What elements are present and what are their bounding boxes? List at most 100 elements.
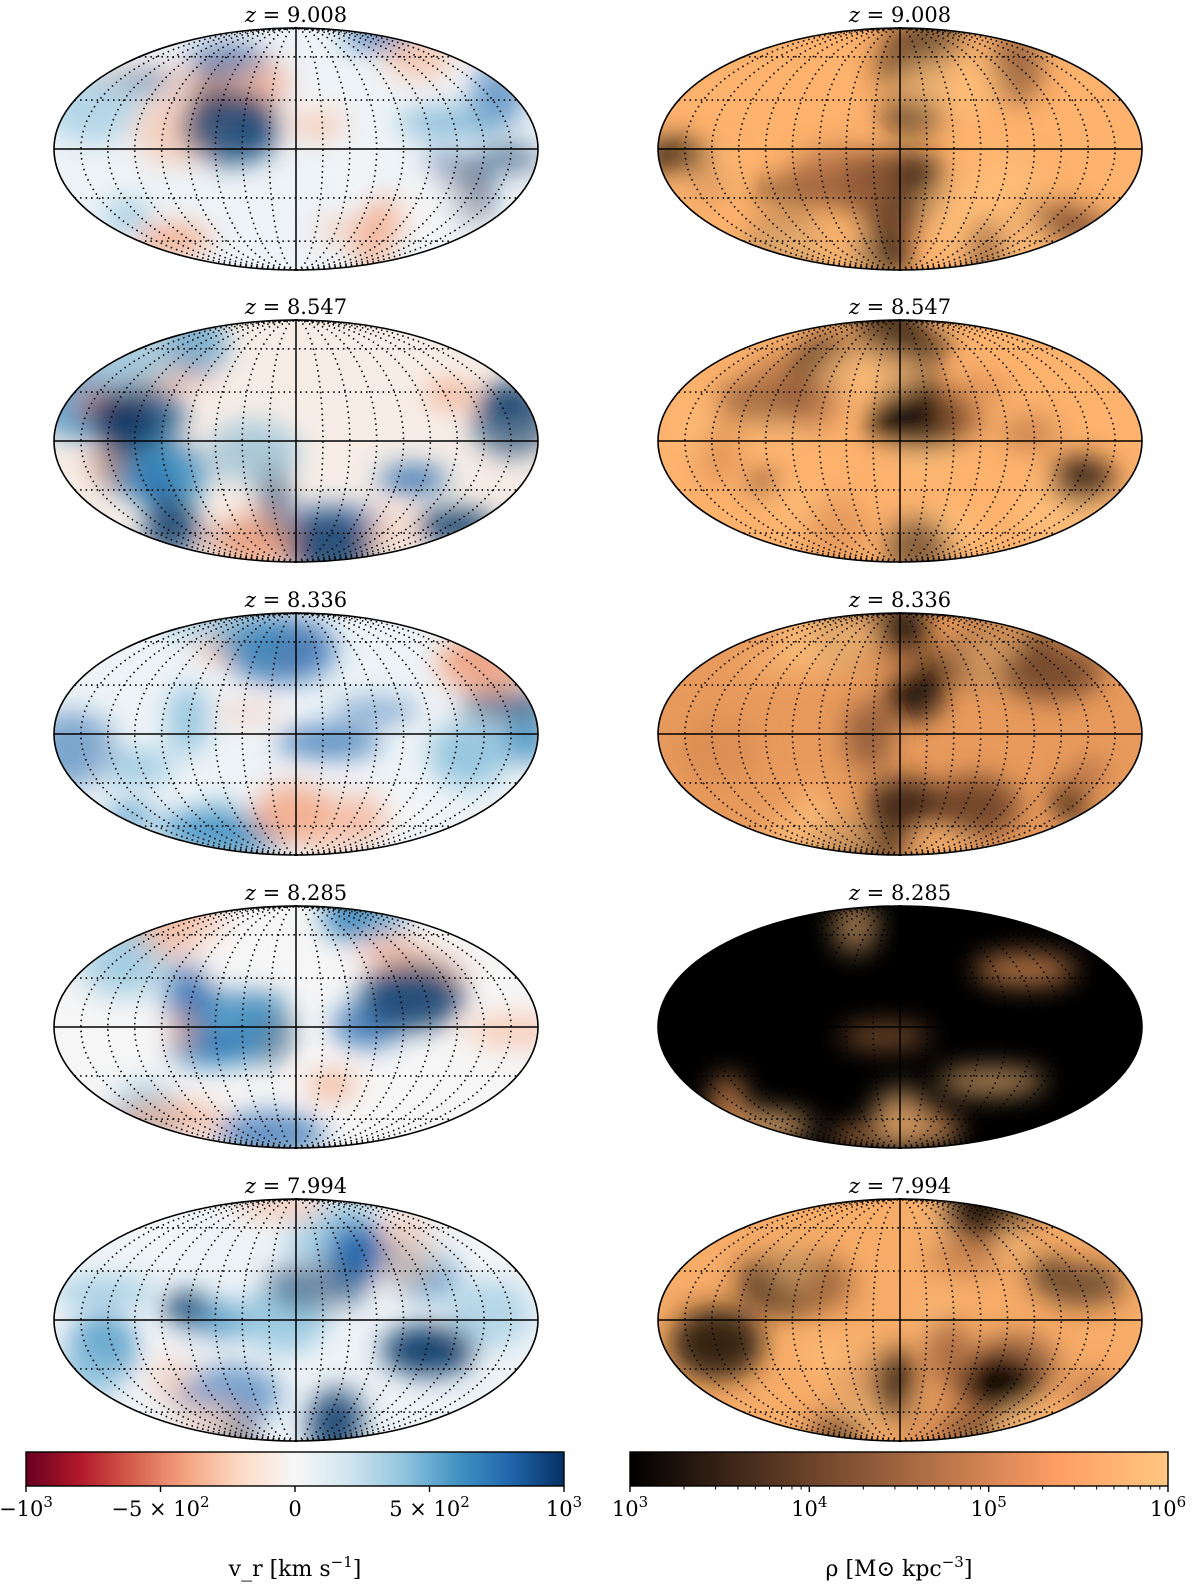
map-feature <box>471 382 538 457</box>
map-feature <box>917 834 973 855</box>
map-outline <box>53 1198 539 1442</box>
meridian-line <box>899 27 1063 271</box>
meridian-line <box>899 905 955 1149</box>
meridian-line <box>899 1198 955 1442</box>
map-feature <box>191 922 289 977</box>
map-feature <box>415 509 496 543</box>
map-feature <box>464 1014 538 1048</box>
map-feature <box>149 393 185 427</box>
map-feature <box>861 332 955 359</box>
map-feature <box>264 1260 371 1311</box>
map-outline <box>657 612 1143 856</box>
map-feature <box>670 1306 764 1381</box>
map-field <box>54 320 538 562</box>
meridian-line <box>187 27 297 271</box>
meridian-line <box>791 319 901 563</box>
meridian-line <box>295 612 351 856</box>
map-feature <box>95 914 152 987</box>
meridian-line <box>295 612 459 856</box>
panel-title: z = 8.547 <box>848 295 951 319</box>
meridian-line <box>187 1198 297 1442</box>
meridian-line <box>899 319 928 563</box>
map-feature <box>786 146 896 210</box>
map-feature <box>458 688 538 723</box>
map-feature <box>186 44 268 75</box>
map-feature <box>371 1211 441 1287</box>
map-feature <box>331 699 420 722</box>
meridian-line <box>737 1198 901 1442</box>
map-feature <box>54 70 139 143</box>
meridian-line <box>899 27 1036 271</box>
colorbar-tick-label: 103​ <box>546 1493 582 1521</box>
meridian-line <box>899 905 1036 1149</box>
colorbar-tick-label: 104​ <box>791 1493 827 1521</box>
map-feature <box>938 1420 1003 1441</box>
map-feature <box>166 684 209 756</box>
map-feature <box>940 1199 1025 1238</box>
map-feature <box>206 419 301 485</box>
map-outline <box>657 905 1143 1149</box>
meridian-line <box>160 27 297 271</box>
meridian-line <box>737 27 901 271</box>
colorbar-tick-label: 5 × 102​ <box>389 1493 470 1521</box>
colorbar-label: v_r [km s−1​] <box>228 1553 362 1582</box>
map-feature <box>768 1244 818 1290</box>
map-feature <box>398 107 505 139</box>
colorbar-v_r: −103​ −5 × 102​ 0 5 × 102​ 103​ v_r [km s−1​] <box>0 1451 582 1582</box>
meridian-line <box>899 612 1116 856</box>
map-feature <box>360 960 465 1031</box>
map-feature <box>1037 1262 1126 1306</box>
meridian-line <box>899 1198 1063 1442</box>
map-feature <box>162 1292 209 1323</box>
map-feature <box>84 334 173 389</box>
meridian-line <box>295 319 459 563</box>
meridian-line <box>295 1198 459 1442</box>
map-outline <box>53 27 539 271</box>
colorbar-rho: 103​ 104​ 105​ 106​ ρ [M⊙ kpc−3​] <box>612 1451 1186 1582</box>
meridian-line <box>872 905 901 1149</box>
meridian-line <box>133 905 297 1149</box>
meridian-line <box>899 27 928 271</box>
meridian-line <box>791 905 901 1149</box>
meridian-line <box>899 612 928 856</box>
colorbar-gradient <box>629 1451 1169 1487</box>
map-feature <box>231 1199 327 1218</box>
map-panel: z = 9.008 <box>53 3 539 271</box>
map-feature <box>283 512 375 562</box>
colorbar-tick-label: 103​ <box>612 1493 648 1521</box>
map-feature <box>974 953 1076 986</box>
map-feature <box>144 494 198 557</box>
meridian-line <box>764 27 901 271</box>
meridian-line <box>737 905 901 1149</box>
map-feature <box>937 1068 1045 1095</box>
map-panel: z = 8.285 <box>657 881 1143 1149</box>
meridian-line <box>737 319 901 563</box>
meridian-line <box>899 905 1116 1149</box>
meridian-line <box>295 1198 512 1442</box>
meridian-line <box>872 612 901 856</box>
map-outline <box>657 319 1143 563</box>
meridian-line <box>295 1198 432 1442</box>
map-outline <box>53 612 539 856</box>
map-feature <box>181 88 281 165</box>
map-feature <box>307 1396 358 1441</box>
map-feature <box>796 782 828 833</box>
map-feature <box>151 1354 191 1405</box>
map-feature <box>252 783 332 845</box>
meridian-line <box>295 319 432 563</box>
meridian-line <box>268 612 297 856</box>
panel-title: z = 7.994 <box>244 1174 347 1198</box>
meridian-line <box>899 612 1063 856</box>
meridian-line <box>899 612 955 856</box>
map-panel: z = 7.994 <box>53 1174 539 1442</box>
meridian-line <box>899 27 955 271</box>
map-feature <box>748 471 778 493</box>
meridian-line <box>899 27 1116 271</box>
map-feature <box>658 138 711 173</box>
map-feature <box>54 1278 156 1306</box>
map-feature <box>885 667 944 721</box>
map-feature <box>776 613 878 671</box>
meridian-line <box>160 319 297 563</box>
map-outline <box>53 319 539 563</box>
